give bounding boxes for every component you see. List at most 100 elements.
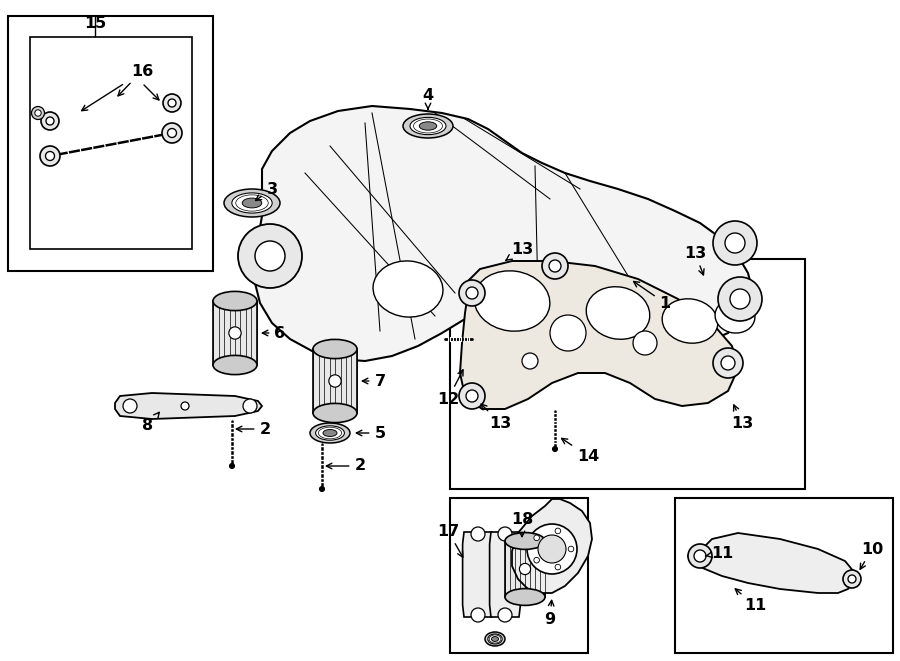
Text: 2: 2	[237, 422, 271, 436]
Circle shape	[238, 224, 302, 288]
Circle shape	[721, 356, 735, 370]
Circle shape	[162, 123, 182, 143]
Ellipse shape	[485, 632, 505, 646]
Circle shape	[555, 564, 561, 570]
Circle shape	[230, 463, 235, 469]
Polygon shape	[460, 261, 738, 409]
Ellipse shape	[232, 193, 272, 213]
Text: 4: 4	[422, 89, 434, 109]
Ellipse shape	[403, 114, 453, 138]
Text: 11: 11	[735, 589, 766, 613]
Text: 5: 5	[356, 426, 385, 440]
Text: 14: 14	[562, 438, 599, 463]
Circle shape	[168, 99, 176, 107]
Circle shape	[694, 550, 706, 562]
Ellipse shape	[313, 403, 357, 422]
Ellipse shape	[242, 198, 262, 208]
Circle shape	[713, 348, 743, 378]
Bar	[313, 349, 357, 413]
Ellipse shape	[313, 339, 357, 359]
Circle shape	[40, 146, 60, 166]
Bar	[30, 37, 192, 249]
Circle shape	[848, 575, 856, 583]
Polygon shape	[115, 393, 262, 419]
Circle shape	[471, 527, 485, 541]
Text: 1: 1	[634, 282, 670, 311]
Text: 11: 11	[706, 545, 734, 561]
Circle shape	[41, 112, 59, 130]
Circle shape	[229, 327, 241, 339]
Circle shape	[633, 331, 657, 355]
Circle shape	[320, 486, 325, 492]
Circle shape	[471, 608, 485, 622]
Circle shape	[555, 528, 561, 533]
Circle shape	[46, 117, 54, 125]
Text: 16: 16	[118, 63, 153, 96]
Circle shape	[123, 399, 137, 413]
Circle shape	[843, 570, 861, 588]
Text: 10: 10	[860, 541, 883, 569]
Ellipse shape	[213, 292, 257, 311]
Circle shape	[35, 110, 41, 116]
Ellipse shape	[488, 634, 502, 644]
Circle shape	[534, 557, 539, 563]
Ellipse shape	[716, 299, 755, 333]
Polygon shape	[512, 499, 592, 593]
Ellipse shape	[505, 533, 545, 549]
Ellipse shape	[310, 423, 350, 443]
Polygon shape	[688, 533, 855, 593]
Circle shape	[725, 233, 745, 253]
Circle shape	[459, 383, 485, 409]
Ellipse shape	[586, 287, 650, 339]
Polygon shape	[463, 532, 493, 617]
Circle shape	[32, 106, 44, 120]
Circle shape	[167, 128, 176, 137]
Ellipse shape	[213, 356, 257, 375]
Bar	[213, 301, 257, 365]
Circle shape	[522, 353, 538, 369]
Ellipse shape	[505, 588, 545, 605]
Bar	[505, 541, 545, 597]
Circle shape	[163, 94, 181, 112]
Circle shape	[534, 535, 539, 541]
Text: 13: 13	[482, 404, 511, 430]
Circle shape	[46, 151, 55, 161]
Text: 9: 9	[544, 600, 555, 627]
Circle shape	[568, 546, 574, 552]
Bar	[8, 16, 213, 271]
Circle shape	[713, 221, 757, 265]
Ellipse shape	[491, 637, 499, 641]
Circle shape	[553, 446, 557, 451]
Text: 12: 12	[436, 370, 463, 407]
Text: 15: 15	[84, 15, 106, 30]
Circle shape	[688, 544, 712, 568]
Ellipse shape	[474, 271, 550, 331]
Circle shape	[181, 402, 189, 410]
Text: 13: 13	[506, 241, 533, 260]
Ellipse shape	[373, 261, 443, 317]
Circle shape	[527, 524, 577, 574]
Polygon shape	[255, 106, 752, 361]
Bar	[450, 259, 805, 489]
Circle shape	[498, 608, 512, 622]
Ellipse shape	[224, 189, 280, 217]
Ellipse shape	[662, 299, 718, 343]
Bar	[450, 498, 588, 653]
Circle shape	[466, 390, 478, 402]
Ellipse shape	[410, 118, 446, 135]
Circle shape	[243, 399, 257, 413]
Text: 17: 17	[436, 524, 463, 557]
Circle shape	[498, 527, 512, 541]
Circle shape	[466, 287, 478, 299]
Circle shape	[328, 375, 341, 387]
Bar	[675, 498, 893, 653]
Circle shape	[718, 277, 762, 321]
Text: 13: 13	[731, 405, 753, 430]
Ellipse shape	[316, 426, 345, 440]
Ellipse shape	[419, 122, 436, 130]
Text: 18: 18	[511, 512, 533, 537]
Text: 8: 8	[142, 412, 159, 434]
Circle shape	[538, 535, 566, 563]
Ellipse shape	[323, 430, 337, 436]
Circle shape	[542, 253, 568, 279]
